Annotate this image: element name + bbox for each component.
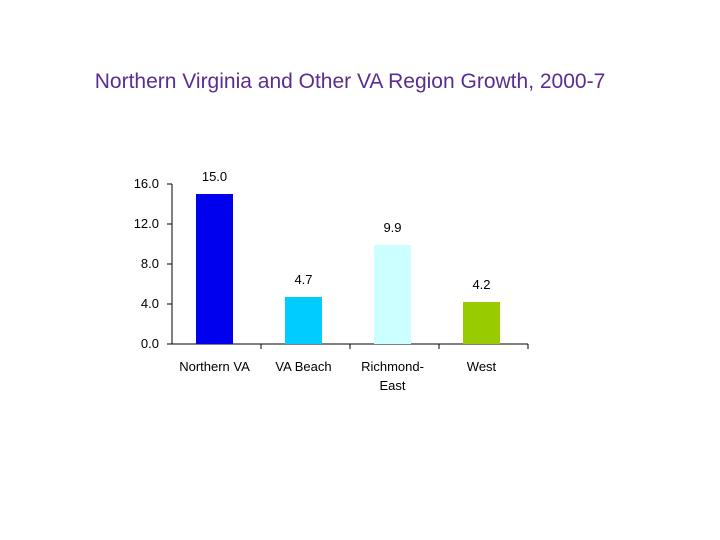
y-tick-label: 0.0 — [141, 336, 159, 351]
chart-title: Northern Virginia and Other VA Region Gr… — [94, 70, 606, 93]
y-tick-label: 16.0 — [134, 176, 159, 191]
bar — [196, 194, 233, 344]
bar — [374, 245, 411, 344]
category-label: Richmond- — [361, 359, 424, 374]
data-label: 4.2 — [472, 277, 490, 292]
bar — [463, 302, 500, 344]
category-label: Northern VA — [179, 359, 250, 374]
bar-layer — [196, 194, 500, 344]
label-layer: 15.0 Northern VA 4.7 VA Beach 9.9 Richmond- Ea… — [179, 169, 496, 393]
data-label: 4.7 — [294, 272, 312, 287]
y-tick-label: 8.0 — [141, 256, 159, 271]
category-label: West — [467, 359, 497, 374]
category-label: East — [379, 378, 405, 393]
axis-layer: 0.0 4.0 8.0 12.0 16.0 — [134, 176, 529, 351]
data-label: 9.9 — [383, 220, 401, 235]
data-label: 15.0 — [202, 169, 227, 184]
category-label: VA Beach — [275, 359, 331, 374]
y-tick-label: 4.0 — [141, 296, 159, 311]
y-tick-label: 12.0 — [134, 216, 159, 231]
bar — [285, 297, 322, 344]
